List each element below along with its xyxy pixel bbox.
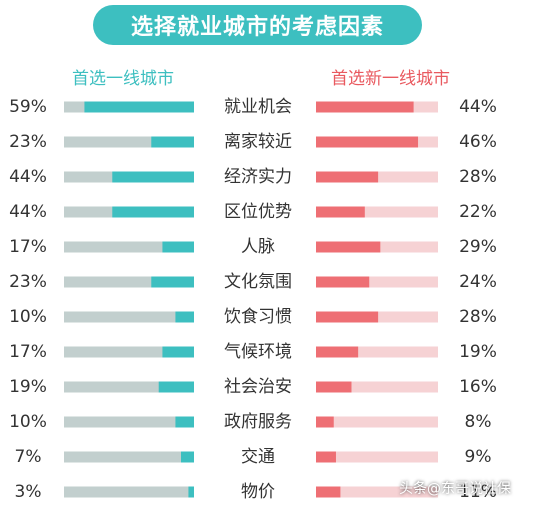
left-value-label: 17% (9, 237, 47, 257)
category-label: 文化氛围 (224, 272, 292, 292)
category-label: 经济实力 (224, 167, 292, 187)
legend-left-series: 首选一线城市 (72, 69, 174, 89)
category-label: 人脉 (241, 237, 275, 257)
left-bar-track (64, 381, 194, 393)
right-bar-track (316, 206, 438, 218)
left-bar (181, 451, 194, 463)
right-bar-track (316, 451, 438, 463)
right-value-label: 19% (459, 342, 497, 362)
category-label: 社会治安 (224, 377, 292, 397)
left-bar (188, 486, 194, 498)
category-label: 气候环境 (224, 342, 292, 362)
right-bar-track (316, 381, 438, 393)
right-value-label: 29% (459, 237, 497, 257)
right-value-label: 9% (465, 447, 492, 467)
category-label: 就业机会 (224, 97, 292, 117)
legend-right-series: 首选新一线城市 (331, 69, 450, 89)
right-bar-track (316, 276, 438, 288)
left-value-label: 23% (9, 132, 47, 152)
right-bar (316, 451, 336, 463)
right-value-label: 8% (465, 412, 492, 432)
left-value-label: 7% (15, 447, 42, 467)
left-bar-track (64, 346, 194, 358)
left-value-label: 59% (9, 97, 47, 117)
left-bar (151, 136, 194, 148)
right-value-label: 44% (459, 97, 497, 117)
category-label: 政府服务 (224, 412, 292, 432)
left-bar (151, 276, 194, 288)
right-bar (316, 311, 379, 323)
left-value-label: 3% (15, 482, 42, 502)
right-bar (316, 171, 379, 183)
left-bar (84, 101, 194, 113)
left-value-label: 23% (9, 272, 47, 292)
right-value-label: 11% (459, 482, 497, 502)
right-bar (316, 276, 370, 288)
left-value-label: 19% (9, 377, 47, 397)
category-label: 离家较近 (224, 132, 292, 152)
right-value-label: 24% (459, 272, 497, 292)
right-bar (316, 241, 381, 253)
right-bar (316, 416, 334, 428)
chart-title: 选择就业城市的考虑因素 (130, 15, 384, 40)
chart-title-banner: 选择就业城市的考虑因素 (93, 5, 422, 45)
category-label: 饮食习惯 (224, 307, 292, 327)
right-value-label: 16% (459, 377, 497, 397)
right-bar-track (316, 416, 438, 428)
left-bar (175, 311, 194, 323)
left-bar-track (64, 311, 194, 323)
left-bar (112, 171, 194, 183)
left-value-label: 17% (9, 342, 47, 362)
right-bar (316, 206, 365, 218)
right-bar (316, 346, 359, 358)
left-bar (162, 346, 194, 358)
left-bar-track (64, 416, 194, 428)
right-bar (316, 101, 414, 113)
right-value-label: 22% (459, 202, 497, 222)
left-value-label: 10% (9, 307, 47, 327)
left-bar-track (64, 486, 194, 498)
left-value-label: 44% (9, 202, 47, 222)
right-bar (316, 381, 352, 393)
left-bar-track (64, 451, 194, 463)
category-label: 物价 (241, 482, 275, 502)
left-value-label: 10% (9, 412, 47, 432)
left-bar-track (64, 136, 194, 148)
right-value-label: 46% (459, 132, 497, 152)
watermark-text: 头条@东哥说社保 (399, 481, 511, 497)
left-bar (158, 381, 194, 393)
right-value-label: 28% (459, 167, 497, 187)
right-bar-track (316, 486, 438, 498)
left-bar (162, 241, 194, 253)
right-bar (316, 136, 419, 148)
left-bar (112, 206, 194, 218)
right-bar-track (316, 346, 438, 358)
left-bar (175, 416, 194, 428)
right-bar (316, 486, 341, 498)
right-value-label: 28% (459, 307, 497, 327)
category-label: 区位优势 (224, 202, 292, 222)
category-label: 交通 (241, 447, 275, 467)
left-bar-track (64, 241, 194, 253)
left-value-label: 44% (9, 167, 47, 187)
left-bar-track (64, 276, 194, 288)
